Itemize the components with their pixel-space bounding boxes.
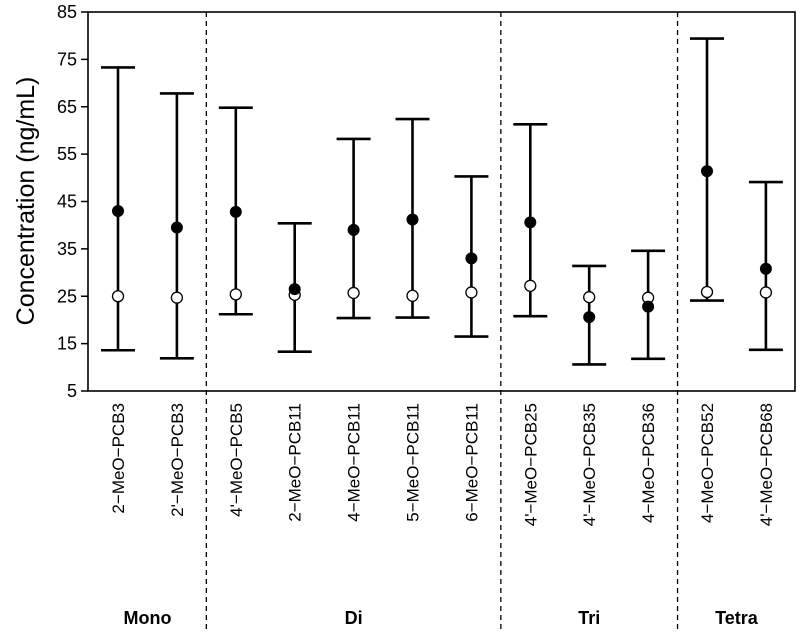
filled-point-5 xyxy=(347,223,360,236)
filled-point-7 xyxy=(465,252,478,265)
open-point-9 xyxy=(583,291,596,304)
x-category-labels: 2−MeO−PCB3 2'−MeO−PCB3 4'−MeO−PCB5 2−MeO−PC… xyxy=(109,403,776,526)
group-label-tetra: Tetra xyxy=(715,608,759,628)
category-label-4: 2−MeO−PCB11 xyxy=(286,403,305,522)
category-label-8: 4'−MeO−PCB25 xyxy=(521,403,540,526)
open-point-5 xyxy=(347,286,360,300)
y-tick-label: 25 xyxy=(57,286,77,306)
category-label-12: 4'−MeO−PCB68 xyxy=(757,403,776,526)
open-point-8 xyxy=(524,279,537,292)
group-label-mono: Mono xyxy=(123,608,171,628)
filled-point-8 xyxy=(524,216,537,229)
category-label-3: 4'−MeO−PCB5 xyxy=(227,403,246,517)
filled-point-9 xyxy=(583,311,596,324)
filled-point-12 xyxy=(759,262,772,275)
category-label-2: 2'−MeO−PCB3 xyxy=(168,403,187,517)
filled-point-10 xyxy=(642,300,655,313)
open-point-6 xyxy=(406,289,419,302)
category-label-10: 4−MeO−PCB36 xyxy=(639,403,658,523)
y-tick-label: 45 xyxy=(57,192,77,212)
open-point-12 xyxy=(759,286,773,299)
y-tick-label: 15 xyxy=(57,334,77,354)
data-points xyxy=(111,165,773,324)
category-label-6: 5−MeO−PCB11 xyxy=(404,403,423,522)
open-point-3 xyxy=(229,288,242,301)
open-point-11 xyxy=(700,285,714,299)
plot-frame xyxy=(87,11,796,392)
category-label-9: 4'−MeO−PCB35 xyxy=(580,403,599,526)
y-axis-title: Concentration (ng/mL) xyxy=(12,77,40,326)
filled-point-2 xyxy=(170,221,183,234)
filled-point-6 xyxy=(406,213,419,226)
category-label-5: 4−MeO−PCB11 xyxy=(345,403,364,522)
y-tick-label: 75 xyxy=(57,49,77,69)
y-tick-label: 85 xyxy=(57,2,77,22)
filled-point-1 xyxy=(112,204,124,217)
open-point-2 xyxy=(170,291,184,304)
error-bars xyxy=(101,37,783,366)
y-tick-label: 55 xyxy=(57,144,77,164)
category-label-1: 2−MeO−PCB3 xyxy=(109,403,128,514)
filled-point-11 xyxy=(701,165,713,178)
y-axis: 5 15 25 35 45 55 65 75 85 xyxy=(57,2,88,401)
group-dividers xyxy=(205,12,679,632)
filled-point-4 xyxy=(288,283,301,296)
group-labels: Mono Di Tri Tetra xyxy=(123,608,758,628)
y-tick-label: 5 xyxy=(67,381,77,401)
group-label-di: Di xyxy=(345,608,363,628)
open-point-1 xyxy=(111,290,125,303)
category-label-11: 4−MeO−PCB52 xyxy=(698,403,717,523)
open-point-7 xyxy=(465,286,478,299)
y-tick-label: 35 xyxy=(57,239,77,259)
category-label-7: 6−MeO−PCB11 xyxy=(462,403,481,522)
y-tick-label: 65 xyxy=(57,97,77,117)
group-label-tri: Tri xyxy=(578,608,600,628)
filled-point-3 xyxy=(229,205,242,218)
